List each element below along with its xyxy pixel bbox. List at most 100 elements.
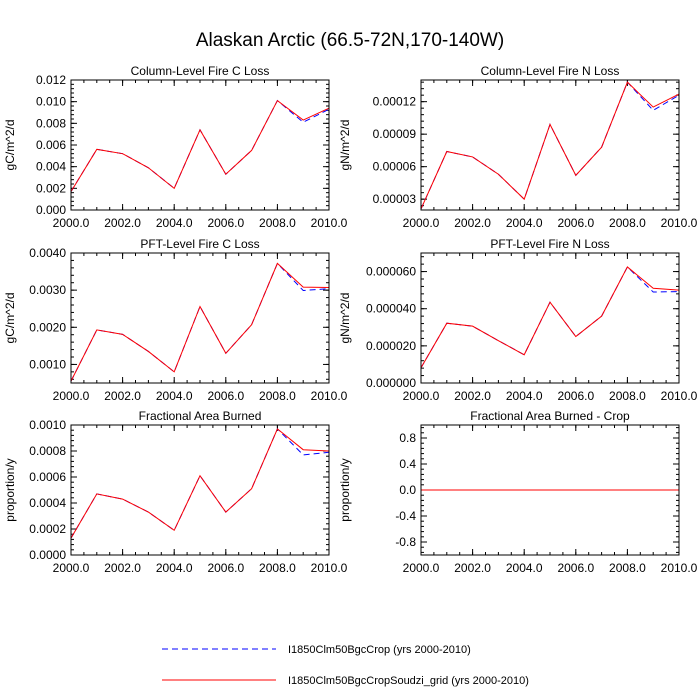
x-tick-label: 2000.0 xyxy=(403,561,440,575)
y-tick-label: 0.000040 xyxy=(366,302,416,316)
x-tick-label: 2006.0 xyxy=(207,216,244,230)
panel-title: PFT-Level Fire N Loss xyxy=(490,237,609,251)
y-tick-label: 0.000000 xyxy=(366,376,416,390)
plot-frame xyxy=(70,424,330,556)
figure-title: Alaskan Arctic (66.5-72N,170-140W) xyxy=(195,30,505,51)
plot-frame xyxy=(70,79,330,211)
plot-frame xyxy=(420,424,680,556)
chart-panel: 2000.0 2002.0 2004.0 2006.0 2008.0 2010.0 0.00… xyxy=(3,409,348,575)
x-tick-label: 2006.0 xyxy=(207,389,244,403)
x-tick-label: 2010.0 xyxy=(661,389,698,403)
y-tick-label: 0.012 xyxy=(36,73,66,87)
y-tick-label: 0.006 xyxy=(36,138,66,152)
y-tick-label: 0.00012 xyxy=(373,95,417,109)
series-line xyxy=(420,81,680,210)
x-tick-label: 2010.0 xyxy=(311,389,348,403)
y-tick-label: 0.008 xyxy=(36,116,66,130)
x-tick-label: 2006.0 xyxy=(557,216,594,230)
y-tick-label: 0.00003 xyxy=(373,192,417,206)
y-tick-label: 0.0010 xyxy=(29,357,66,371)
y-tick-label: 0.0020 xyxy=(29,320,66,334)
y-tick-label: 0.8 xyxy=(399,431,416,445)
x-tick-label: 2004.0 xyxy=(156,389,193,403)
y-tick-label: 0.0002 xyxy=(29,522,66,536)
y-axis-label: gN/m^2/d xyxy=(338,120,352,171)
series-line xyxy=(420,81,680,210)
series-line xyxy=(70,99,330,192)
chart-panel: 2000.0 2002.0 2004.0 2006.0 2008.0 2010.0 -0.8… xyxy=(338,409,698,575)
y-tick-label: 0.0004 xyxy=(29,496,66,510)
x-tick-label: 2008.0 xyxy=(609,561,646,575)
x-tick-label: 2000.0 xyxy=(403,389,440,403)
plot-frame xyxy=(420,79,680,211)
legend: I1850Clm50BgcCrop (yrs 2000-2010) I1850Cl… xyxy=(162,644,529,687)
y-tick-label: 0.0010 xyxy=(29,418,66,432)
series-line xyxy=(70,428,330,539)
x-tick-label: 2002.0 xyxy=(454,561,491,575)
chart-panel: 2000.0 2002.0 2004.0 2006.0 2008.0 2010.0 0.00… xyxy=(3,237,348,403)
x-tick-label: 2000.0 xyxy=(53,216,90,230)
x-tick-label: 2002.0 xyxy=(104,216,141,230)
x-tick-label: 2004.0 xyxy=(156,216,193,230)
x-tick-label: 2008.0 xyxy=(259,216,296,230)
panel-title: Fractional Area Burned - Crop xyxy=(470,409,630,423)
x-tick-label: 2004.0 xyxy=(506,216,543,230)
chart-panel: 2000.0 2002.0 2004.0 2006.0 2008.0 2010.0 0.00… xyxy=(338,237,698,403)
y-tick-label: 0.004 xyxy=(36,160,66,174)
x-tick-label: 2002.0 xyxy=(104,389,141,403)
x-tick-label: 2004.0 xyxy=(506,389,543,403)
series-line xyxy=(70,262,330,382)
y-axis-label: gN/m^2/d xyxy=(338,293,352,344)
panel-title: Fractional Area Burned xyxy=(139,409,262,423)
y-tick-label: 0.4 xyxy=(399,457,416,471)
y-tick-label: 0.00006 xyxy=(373,160,417,174)
x-tick-label: 2002.0 xyxy=(454,389,491,403)
x-tick-label: 2002.0 xyxy=(454,216,491,230)
y-tick-label: 0.002 xyxy=(36,181,66,195)
x-tick-label: 2006.0 xyxy=(207,561,244,575)
y-tick-label: -0.8 xyxy=(395,535,416,549)
panel-title: PFT-Level Fire C Loss xyxy=(140,237,259,251)
x-tick-label: 2000.0 xyxy=(403,216,440,230)
y-tick-label: 0.0008 xyxy=(29,444,66,458)
chart-panel: 2000.0 2002.0 2004.0 2006.0 2008.0 2010.0 0.00… xyxy=(338,64,698,230)
y-tick-label: 0.0030 xyxy=(29,283,66,297)
x-tick-label: 2008.0 xyxy=(259,561,296,575)
y-tick-label: 0.000 xyxy=(36,203,66,217)
y-tick-label: 0.010 xyxy=(36,95,66,109)
y-tick-label: 0.0 xyxy=(399,483,416,497)
y-tick-label: 0.000060 xyxy=(366,265,416,279)
x-tick-label: 2010.0 xyxy=(311,216,348,230)
y-axis-label: gC/m^2/d xyxy=(3,293,17,344)
x-tick-label: 2010.0 xyxy=(311,561,348,575)
chart-panel: 2000.0 2002.0 2004.0 2006.0 2008.0 2010.0 0.00… xyxy=(3,64,348,230)
x-tick-label: 2006.0 xyxy=(557,389,594,403)
panel-title: Column-Level Fire N Loss xyxy=(481,64,620,78)
y-tick-label: 0.000020 xyxy=(366,339,416,353)
y-tick-label: 0.0006 xyxy=(29,470,66,484)
y-tick-label: 0.0000 xyxy=(29,548,66,562)
y-tick-label: -0.4 xyxy=(395,509,416,523)
legend-label: I1850Clm50BgcCrop (yrs 2000-2010) xyxy=(288,644,471,656)
x-tick-label: 2004.0 xyxy=(506,561,543,575)
x-tick-label: 2010.0 xyxy=(661,561,698,575)
series-line xyxy=(70,262,330,382)
panel-title: Column-Level Fire C Loss xyxy=(131,64,270,78)
x-tick-label: 2004.0 xyxy=(156,561,193,575)
y-axis-label: proportion/y xyxy=(338,458,352,521)
series-line xyxy=(70,428,330,539)
y-axis-label: gC/m^2/d xyxy=(3,120,17,171)
x-tick-label: 2000.0 xyxy=(53,389,90,403)
x-tick-label: 2008.0 xyxy=(609,389,646,403)
legend-label: I1850Clm50BgcCropSoudzi_grid (yrs 2000-2… xyxy=(288,675,529,687)
x-tick-label: 2002.0 xyxy=(104,561,141,575)
x-tick-label: 2010.0 xyxy=(661,216,698,230)
x-tick-label: 2008.0 xyxy=(609,216,646,230)
x-tick-label: 2000.0 xyxy=(53,561,90,575)
y-tick-label: 0.00009 xyxy=(373,127,417,141)
plot-frame xyxy=(420,252,680,384)
y-axis-label: proportion/y xyxy=(3,458,17,521)
x-tick-label: 2006.0 xyxy=(557,561,594,575)
plot-frame xyxy=(70,252,330,384)
